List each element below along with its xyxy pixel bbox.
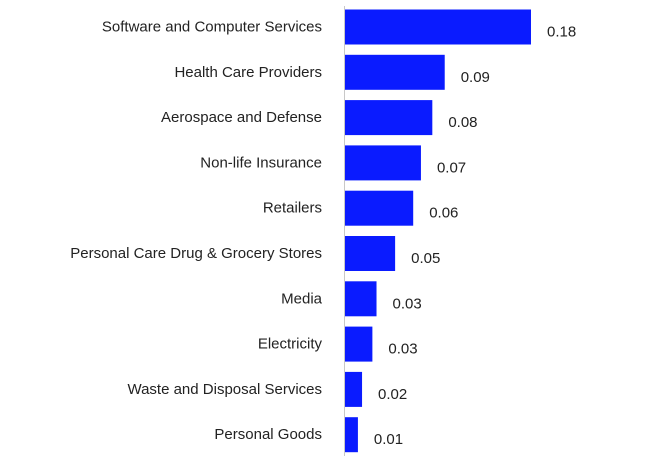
value-label: 0.03	[388, 341, 417, 358]
bar	[345, 417, 358, 453]
category-label: Personal Care Drug & Grocery Stores	[70, 245, 322, 262]
category-label: Health Care Providers	[174, 64, 322, 81]
value-label: 0.06	[429, 205, 458, 222]
category-label: Non-life Insurance	[200, 154, 322, 171]
value-label: 0.07	[437, 159, 466, 176]
bar	[345, 9, 531, 45]
category-label: Waste and Disposal Services	[127, 381, 322, 398]
value-label: 0.05	[411, 250, 440, 267]
bar	[345, 371, 363, 407]
category-label: Retailers	[263, 200, 322, 217]
category-label: Software and Computer Services	[102, 19, 322, 36]
bar	[345, 100, 433, 136]
value-label: 0.02	[378, 386, 407, 403]
bar	[345, 54, 445, 90]
bar	[345, 190, 414, 226]
value-label: 0.03	[393, 295, 422, 312]
value-label: 0.18	[547, 24, 576, 41]
bar	[345, 326, 373, 362]
value-label: 0.01	[374, 431, 403, 448]
category-label: Electricity	[258, 336, 323, 353]
category-label: Personal Goods	[214, 426, 322, 443]
bar	[345, 281, 377, 317]
value-label: 0.08	[448, 114, 477, 131]
bar	[345, 236, 396, 271]
category-label: Media	[281, 290, 323, 307]
category-label: Aerospace and Defense	[161, 109, 322, 126]
bar	[345, 145, 421, 181]
value-label: 0.09	[461, 69, 490, 86]
